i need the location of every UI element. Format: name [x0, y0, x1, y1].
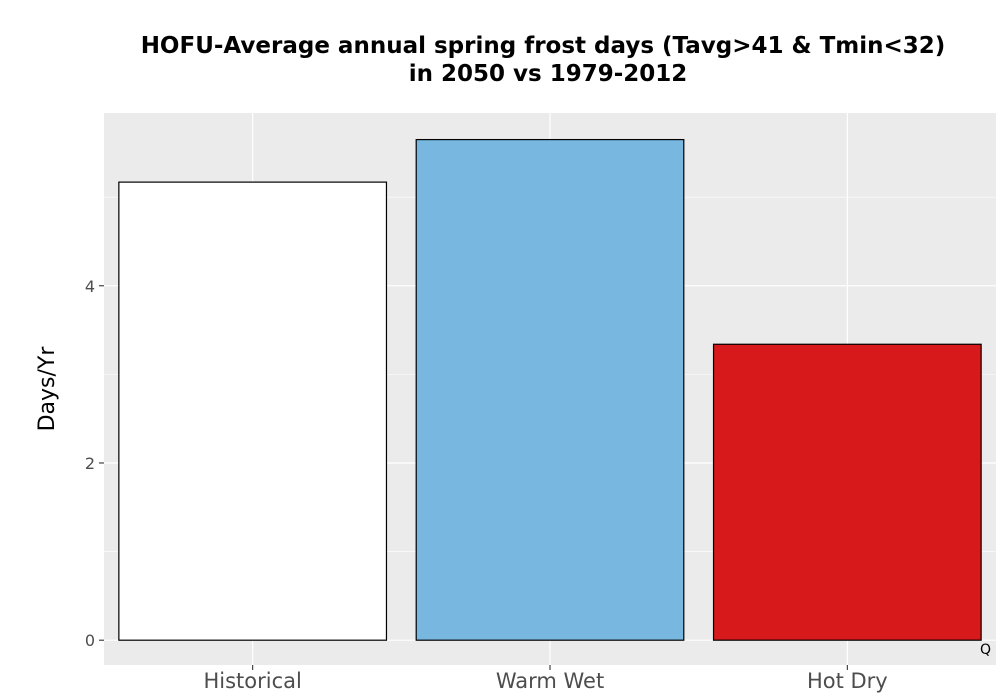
y-tick-label: 4 [85, 277, 95, 296]
bar-warm-wet [415, 138, 685, 641]
chart-title-line-2: in 2050 vs 1979-2012 [409, 61, 688, 87]
x-tick-label: Hot Dry [807, 669, 888, 693]
bars [118, 138, 982, 641]
corner-mark: Q [980, 642, 991, 658]
y-axis-label: Days/Yr [35, 346, 60, 432]
bar-historical [118, 181, 388, 641]
x-tick-label: Warm Wet [496, 669, 604, 693]
y-axis-ticks: 0 2 4 [85, 277, 104, 650]
bar-hot-dry [712, 343, 982, 641]
chart-title-line-1: HOFU-Average annual spring frost days (T… [141, 33, 946, 59]
y-tick-label: 0 [85, 631, 95, 650]
y-tick-label: 2 [85, 454, 95, 473]
x-axis-ticks: Historical Warm Wet Hot Dry [203, 665, 888, 693]
x-tick-label: Historical [203, 669, 301, 693]
